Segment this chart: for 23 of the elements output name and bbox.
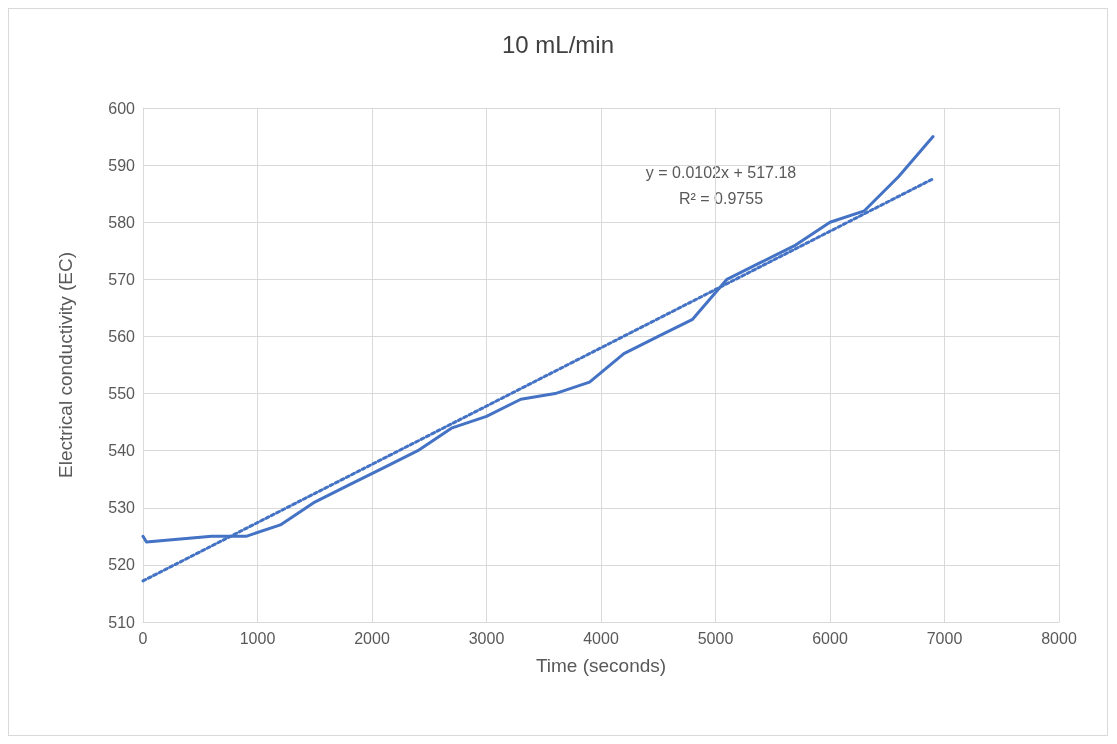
- y-tick-label: 570: [108, 270, 136, 288]
- x-tick-label: 1000: [239, 629, 276, 647]
- x-tick-label: 2000: [354, 629, 390, 647]
- y-tick-label: 550: [108, 385, 136, 403]
- x-tick-label: 7000: [926, 629, 963, 647]
- y-tick-label: 520: [108, 556, 136, 574]
- y-axis-title: Electrical conductivity (EC): [55, 252, 76, 478]
- y-tick-label: 600: [108, 99, 136, 117]
- y-tick-label: 540: [108, 442, 136, 460]
- x-tick-label: 6000: [812, 629, 848, 647]
- y-tick-label: 590: [108, 156, 136, 174]
- y-tick-label: 580: [108, 213, 136, 231]
- y-tick-label: 560: [108, 327, 136, 345]
- chart-title: 10 mL/min: [501, 30, 615, 58]
- y-tick-label: 510: [108, 613, 136, 631]
- x-tick-label: 5000: [697, 629, 734, 647]
- x-tick-label: 4000: [583, 629, 619, 647]
- x-tick-label: 3000: [468, 629, 505, 647]
- x-axis-title: Time (seconds): [535, 655, 667, 676]
- x-tick-label: 0: [138, 629, 148, 647]
- y-tick-label: 530: [108, 499, 136, 517]
- annotation: y = 0.0102x + 517.18 R² = 0.9755: [645, 163, 797, 207]
- x-tick-label: 8000: [1041, 629, 1077, 647]
